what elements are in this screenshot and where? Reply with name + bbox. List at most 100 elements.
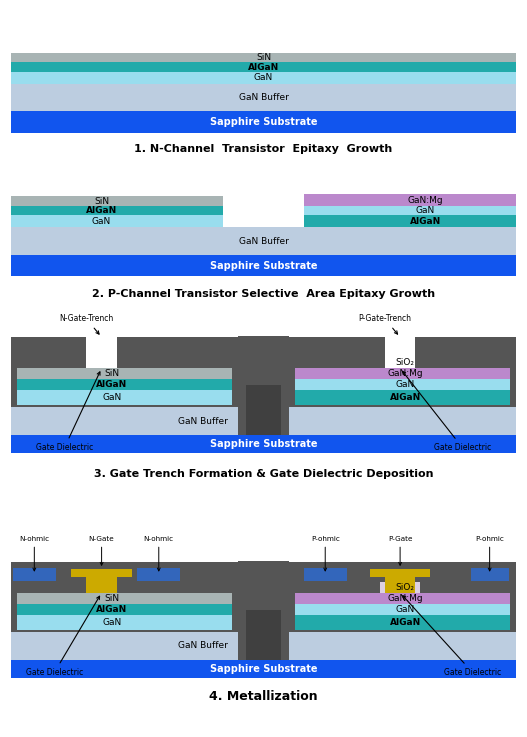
Bar	[295, 357, 510, 368]
Text: P-Gate: P-Gate	[388, 536, 412, 565]
Text: Sapphire Substrate: Sapphire Substrate	[210, 261, 317, 270]
Bar	[289, 581, 380, 593]
Text: Gate Dielectric: Gate Dielectric	[26, 596, 100, 677]
Text: N-Gate: N-Gate	[89, 536, 114, 565]
Text: GaN: GaN	[102, 618, 121, 627]
Bar	[289, 356, 390, 368]
Text: P-Gate-Trench: P-Gate-Trench	[358, 314, 412, 334]
Text: GaN Buffer: GaN Buffer	[178, 641, 228, 651]
Bar	[11, 83, 516, 111]
Text: Gate Dielectric: Gate Dielectric	[403, 595, 501, 677]
Text: GaN:Mg: GaN:Mg	[387, 594, 423, 603]
Bar	[86, 338, 117, 368]
Text: P-ohmic: P-ohmic	[475, 536, 504, 571]
Bar	[471, 567, 509, 581]
Text: N-Gate-Trench: N-Gate-Trench	[60, 314, 113, 334]
Bar	[17, 391, 232, 405]
Bar	[295, 615, 510, 630]
Text: Gate Dielectric: Gate Dielectric	[403, 371, 491, 453]
Bar	[421, 581, 516, 593]
Bar	[304, 215, 516, 227]
Text: GaN:Mg: GaN:Mg	[407, 195, 443, 205]
Text: P-ohmic: P-ohmic	[311, 536, 340, 571]
Text: AlGaN: AlGaN	[96, 380, 128, 389]
Text: GaN: GaN	[254, 73, 273, 83]
Text: SiO₂: SiO₂	[396, 358, 415, 367]
Bar	[289, 562, 516, 632]
Bar	[295, 380, 510, 391]
Text: AlGaN: AlGaN	[389, 394, 421, 402]
Bar	[289, 338, 516, 408]
Bar	[17, 604, 232, 615]
Bar	[246, 609, 281, 660]
Bar	[17, 615, 232, 630]
Bar	[11, 71, 516, 83]
Text: Sapphire Substrate: Sapphire Substrate	[210, 439, 317, 450]
Text: 1. N-Channel  Transistor  Epitaxy  Growth: 1. N-Channel Transistor Epitaxy Growth	[134, 144, 393, 154]
Text: N-ohmic: N-ohmic	[144, 536, 174, 571]
Text: SiN: SiN	[104, 369, 119, 378]
Text: GaN: GaN	[416, 206, 435, 215]
Bar	[415, 356, 516, 368]
Text: AlGaN: AlGaN	[86, 206, 117, 215]
Bar	[17, 593, 232, 604]
Bar	[86, 577, 117, 593]
Bar	[11, 255, 516, 276]
Text: GaN: GaN	[396, 380, 415, 389]
Text: GaN:Mg: GaN:Mg	[387, 369, 423, 378]
Text: Sapphire Substrate: Sapphire Substrate	[210, 664, 317, 674]
Text: 3. Gate Trench Formation & Gate Dielectric Deposition: 3. Gate Trench Formation & Gate Dielectr…	[94, 469, 433, 478]
Bar	[11, 338, 238, 408]
Text: N-ohmic: N-ohmic	[19, 536, 50, 571]
Bar	[137, 567, 180, 581]
Bar	[295, 604, 510, 615]
Bar	[13, 567, 56, 581]
Bar	[71, 569, 132, 577]
Text: GaN Buffer: GaN Buffer	[239, 237, 288, 245]
Bar	[117, 581, 238, 593]
Text: GaN: GaN	[92, 217, 111, 226]
Text: SiN: SiN	[94, 197, 109, 206]
Text: SiN: SiN	[256, 53, 271, 62]
Bar	[295, 368, 510, 380]
Text: Gate Dielectric: Gate Dielectric	[36, 372, 100, 453]
Bar	[295, 593, 510, 604]
Bar	[385, 338, 415, 368]
Bar	[385, 577, 415, 593]
Bar	[11, 356, 86, 368]
Bar	[11, 52, 516, 62]
Bar	[11, 227, 516, 255]
Text: GaN Buffer: GaN Buffer	[178, 416, 228, 426]
Bar	[370, 569, 431, 577]
Bar	[295, 581, 510, 593]
Bar	[11, 408, 516, 436]
Bar	[238, 561, 289, 660]
Bar	[11, 632, 516, 660]
Bar	[304, 206, 516, 215]
Text: GaN: GaN	[396, 605, 415, 614]
Bar	[11, 215, 223, 227]
Bar	[11, 660, 516, 678]
Bar	[11, 62, 516, 71]
Bar	[11, 206, 223, 215]
Bar	[304, 567, 347, 581]
Text: 2. P-Channel Transistor Selective  Area Epitaxy Growth: 2. P-Channel Transistor Selective Area E…	[92, 289, 435, 298]
Bar	[11, 111, 516, 133]
Text: 4. Metallization: 4. Metallization	[209, 690, 318, 703]
Bar	[17, 368, 232, 380]
Bar	[295, 391, 510, 405]
Bar	[17, 380, 232, 391]
Text: SiO₂: SiO₂	[396, 583, 415, 592]
Bar	[11, 196, 223, 206]
Text: SiN: SiN	[104, 594, 119, 603]
Bar	[11, 581, 81, 593]
Text: GaN: GaN	[102, 394, 121, 402]
Text: GaN Buffer: GaN Buffer	[239, 93, 288, 102]
Text: AlGaN: AlGaN	[96, 605, 128, 614]
Bar	[11, 436, 516, 453]
Bar	[304, 194, 516, 206]
Text: AlGaN: AlGaN	[248, 63, 279, 71]
Text: AlGaN: AlGaN	[389, 618, 421, 627]
Bar	[11, 562, 238, 632]
Bar	[238, 336, 289, 436]
